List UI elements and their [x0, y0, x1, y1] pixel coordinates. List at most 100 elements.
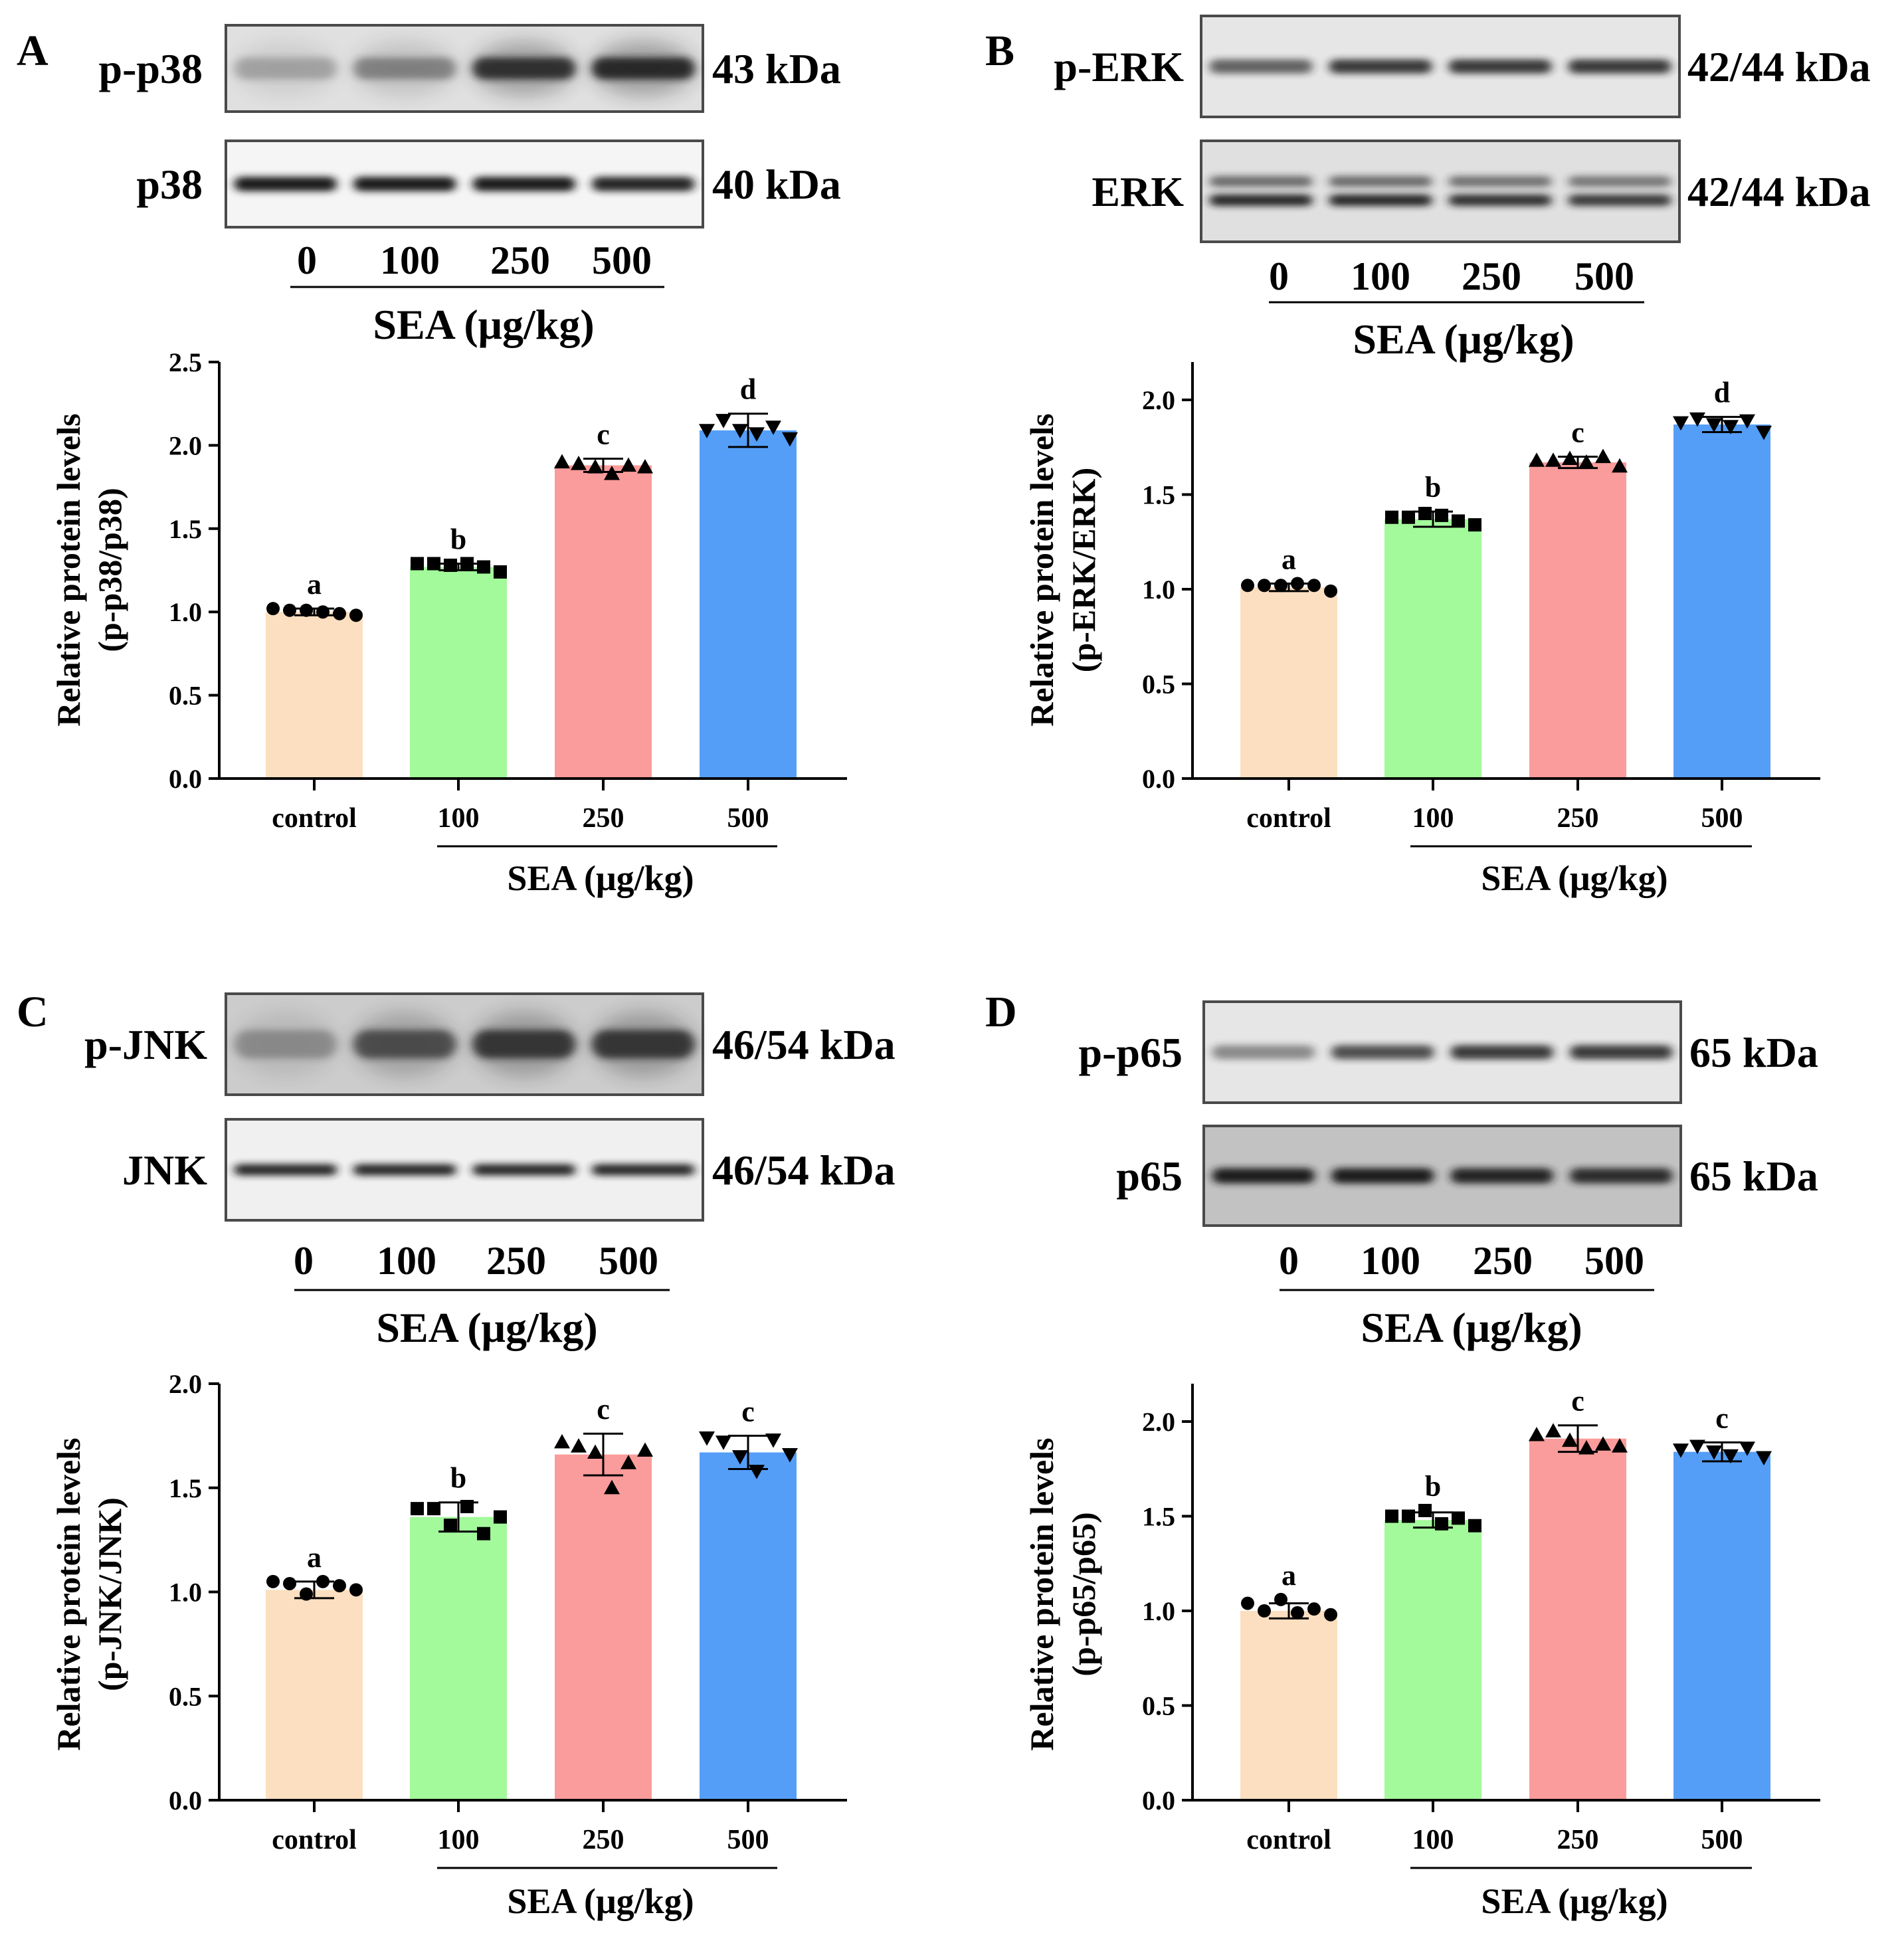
data-point — [1307, 579, 1321, 593]
data-point — [1324, 1608, 1337, 1621]
x-group-label: SEA (μg/kg) — [1481, 858, 1667, 898]
x-tick-label: 250 — [1557, 1825, 1599, 1855]
data-point — [1452, 514, 1465, 528]
y-tick-label: 0.0 — [1142, 764, 1175, 794]
band-lower — [1568, 194, 1671, 207]
lane-label: 250 — [1473, 1239, 1533, 1283]
x-tick-label: 100 — [438, 1825, 480, 1855]
data-point — [1706, 418, 1722, 433]
y-tick-label: 1.0 — [169, 597, 202, 627]
data-point — [554, 1434, 570, 1449]
blot-protein-label: p-ERK — [1054, 43, 1184, 90]
y-tick-label: 0.0 — [1142, 1786, 1175, 1815]
data-point — [300, 1587, 313, 1601]
blot-p-p65: p-p65 65 kDa — [1079, 1000, 1818, 1104]
data-point — [604, 1479, 620, 1495]
data-point — [1673, 1443, 1689, 1458]
y-tick-label: 1.5 — [1142, 480, 1175, 510]
lane-label: 100 — [1361, 1239, 1420, 1283]
data-point — [494, 565, 507, 579]
y-axis-label: Relative protein levels — [50, 1437, 87, 1750]
band — [592, 57, 695, 80]
data-point — [1756, 1451, 1772, 1466]
significance-letter: d — [740, 373, 756, 406]
x-tick-label: 250 — [583, 1825, 624, 1855]
y-tick-label: 2.0 — [169, 1369, 202, 1399]
data-point — [1435, 1517, 1448, 1530]
blot-p38: p38 40 kDa — [136, 139, 841, 229]
bar-500 — [1673, 1451, 1770, 1800]
lane-label: 250 — [490, 238, 550, 282]
bar-500 — [1673, 424, 1770, 779]
data-point — [1562, 450, 1578, 465]
y-tick-label: 1.5 — [1142, 1502, 1175, 1532]
data-point — [1756, 425, 1772, 440]
x-tick-label: 500 — [1701, 803, 1743, 834]
data-point — [1241, 1596, 1254, 1610]
bar-100 — [410, 567, 507, 779]
bar-250 — [555, 465, 652, 779]
data-point — [732, 424, 748, 438]
data-point — [699, 424, 715, 438]
lane-label: 100 — [380, 238, 440, 282]
data-point — [460, 557, 474, 571]
data-point — [715, 1435, 731, 1450]
band-lower — [1209, 194, 1313, 207]
data-point — [283, 603, 296, 617]
band — [592, 177, 695, 191]
y-axis-label-sub: (p-ERK/ERK) — [1065, 468, 1102, 672]
data-point — [494, 1510, 507, 1524]
lane-label: 500 — [592, 238, 652, 282]
bar-500 — [700, 1452, 797, 1800]
data-point — [604, 466, 620, 480]
data-point — [1418, 507, 1432, 520]
band — [1568, 59, 1671, 74]
band — [1570, 1045, 1673, 1060]
blot-size-label: 65 kDa — [1689, 1029, 1818, 1076]
data-point — [554, 454, 570, 469]
blot-protein-label: p-p38 — [99, 45, 203, 92]
band — [592, 1164, 695, 1176]
data-point — [699, 1431, 715, 1446]
band-upper — [1568, 176, 1671, 187]
data-point — [477, 560, 490, 574]
blot-protein-label: p38 — [136, 161, 203, 208]
data-point — [333, 1579, 346, 1593]
data-point — [1402, 510, 1415, 524]
significance-letter: c — [597, 1393, 610, 1426]
y-axis-label-sub: (p-p65/p65) — [1065, 1512, 1102, 1676]
data-point — [1689, 1439, 1705, 1455]
blot-size-label: 40 kDa — [712, 161, 841, 208]
data-point — [1612, 1438, 1628, 1453]
band — [1329, 59, 1432, 74]
significance-letter: a — [1282, 543, 1296, 575]
data-point — [1324, 584, 1337, 598]
lane-label: 250 — [1462, 254, 1521, 298]
significance-letter: b — [450, 523, 466, 555]
blot-size-label: 46/54 kDa — [712, 1147, 896, 1194]
data-point — [460, 1499, 474, 1513]
bar-100 — [1384, 519, 1481, 779]
data-point — [1673, 416, 1689, 431]
data-point — [427, 1502, 440, 1516]
lane-title: SEA (μg/kg) — [376, 1304, 597, 1351]
blot-jnk: JNK 46/54 kDa — [122, 1118, 896, 1222]
blot-size-label: 43 kDa — [712, 45, 841, 92]
chart-d: 0.0 0.5 1.0 1.5 2.0 control 100 250 500 SEA (μg/k… — [1023, 1384, 1820, 1921]
lane-label: 0 — [1279, 1239, 1299, 1283]
blot-protein-label: JNK — [122, 1147, 207, 1194]
data-point — [1418, 1503, 1432, 1517]
data-point — [637, 1442, 653, 1457]
data-point — [1612, 458, 1628, 473]
data-point — [782, 432, 798, 447]
lane-label: 0 — [297, 238, 317, 282]
band — [1331, 1045, 1434, 1060]
band — [234, 1030, 337, 1059]
significance-letter: d — [1714, 377, 1730, 409]
bar-control — [1240, 1611, 1337, 1800]
band — [1331, 1168, 1434, 1184]
data-point — [571, 455, 587, 470]
